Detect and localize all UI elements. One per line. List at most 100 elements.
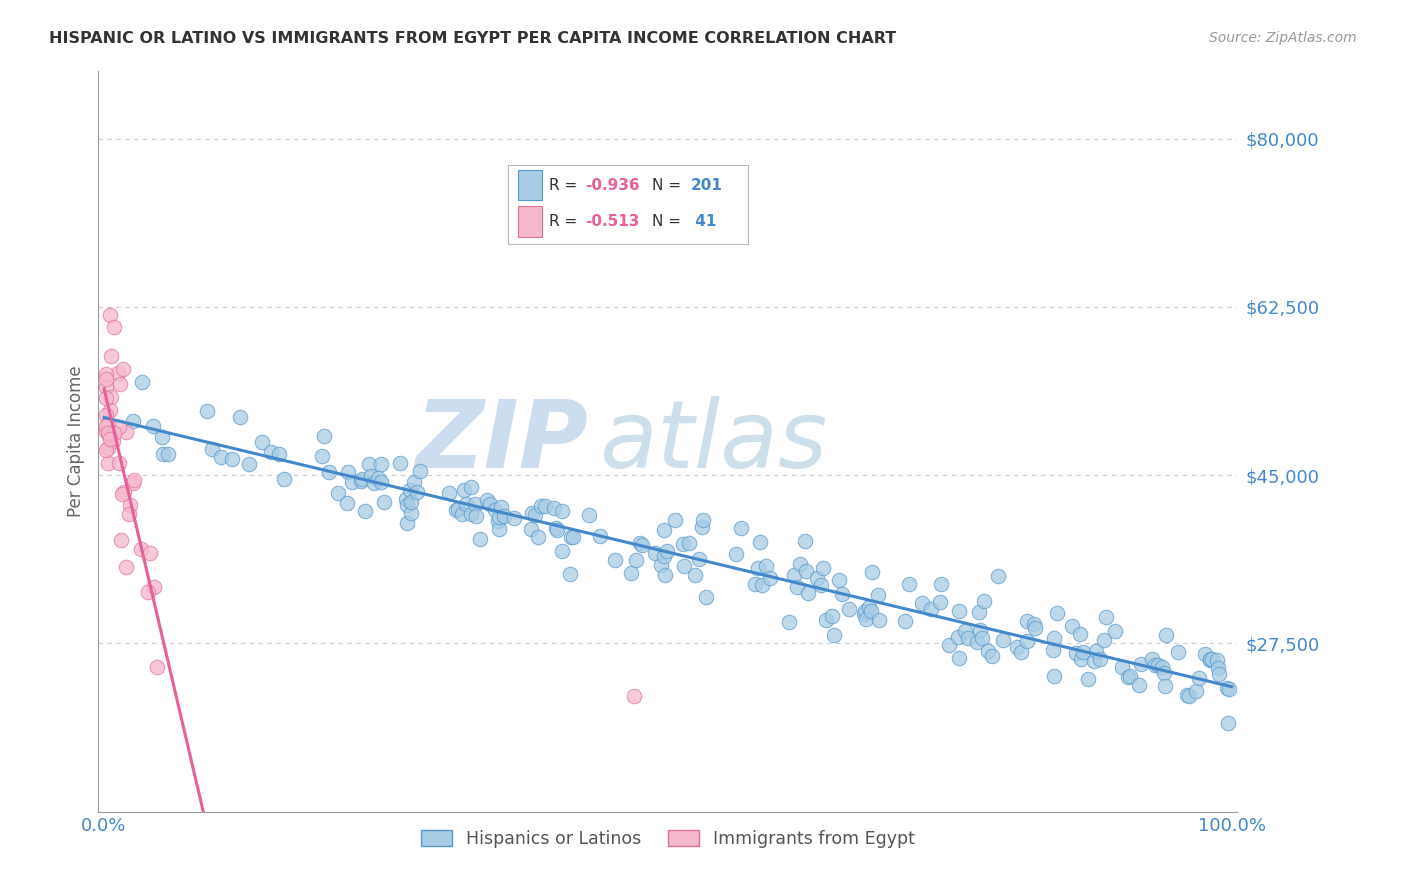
Point [115,425,138,440]
Point [1208,667,1230,681]
Point [1144,657,1167,672]
Point [460,507,482,521]
Point [957,631,980,645]
Point [1178,689,1201,703]
Point [1022,616,1045,631]
Point [969,623,991,637]
Point [754,558,776,573]
Point [868,613,890,627]
Point [318,466,340,480]
Bar [517,170,541,200]
Point [1185,683,1208,698]
Point [929,577,952,591]
Point [1064,646,1087,660]
Text: N =: N = [652,178,686,193]
Point [108,377,131,392]
Point [652,523,675,537]
Text: N =: N = [652,214,686,229]
Point [398,483,420,498]
Text: R =: R = [548,178,582,193]
Text: HISPANIC OR LATINO VS IMMIGRANTS FROM EGYPT PER CAPITA INCOME CORRELATION CHART: HISPANIC OR LATINO VS IMMIGRANTS FROM EG… [49,31,897,46]
Point [354,504,377,518]
Point [657,544,679,558]
Point [858,599,880,614]
Point [468,532,491,546]
Point [948,651,970,665]
Point [1042,643,1064,657]
Point [488,509,510,524]
Point [1167,645,1189,659]
Point [456,496,478,510]
Point [209,450,232,464]
Point [1092,632,1115,647]
Point [115,560,138,574]
Point [201,442,224,456]
Text: -0.936: -0.936 [585,178,640,193]
Point [396,516,419,530]
Point [453,483,475,497]
Point [395,491,418,506]
Point [853,607,876,622]
Point [359,457,381,471]
Point [977,643,1000,657]
Point [98,403,121,417]
Point [953,624,976,639]
Point [447,502,470,516]
Point [464,497,486,511]
Point [96,424,118,438]
Point [1152,660,1174,674]
Point [142,580,165,594]
Point [751,578,773,592]
Point [695,591,717,605]
Point [328,486,350,500]
Point [1071,645,1094,659]
Point [973,594,995,608]
Point [269,447,291,461]
Point [929,595,952,609]
Point [439,486,461,500]
Point [1069,626,1091,640]
Point [395,498,418,512]
Point [97,417,120,431]
Point [692,514,714,528]
Point [1042,669,1064,683]
Point [122,414,145,428]
Point [157,447,180,461]
Point [911,596,934,610]
Point [96,419,118,434]
Point [100,390,122,404]
Point [107,367,129,381]
Point [783,568,806,582]
Point [101,434,124,449]
Point [1118,669,1140,683]
Point [97,426,120,441]
Point [811,560,834,574]
Point [624,553,647,567]
Point [650,558,672,572]
Point [195,403,218,417]
Point [103,425,125,440]
Point [948,604,970,618]
Point [98,432,121,446]
Point [96,368,118,382]
Point [460,480,482,494]
Point [1216,715,1239,730]
Point [260,445,283,459]
Point [678,536,700,550]
Point [399,495,422,509]
Point [603,553,626,567]
Point [560,530,582,544]
Point [406,484,429,499]
Point [118,498,141,512]
Point [589,529,612,543]
Text: Source: ZipAtlas.com: Source: ZipAtlas.com [1209,31,1357,45]
Point [314,429,336,443]
Point [551,504,574,518]
Point [96,443,118,458]
Point [828,573,851,587]
Point [966,635,988,649]
Point [97,441,120,455]
Point [112,485,135,500]
Point [464,509,486,524]
Text: 41: 41 [690,214,717,229]
